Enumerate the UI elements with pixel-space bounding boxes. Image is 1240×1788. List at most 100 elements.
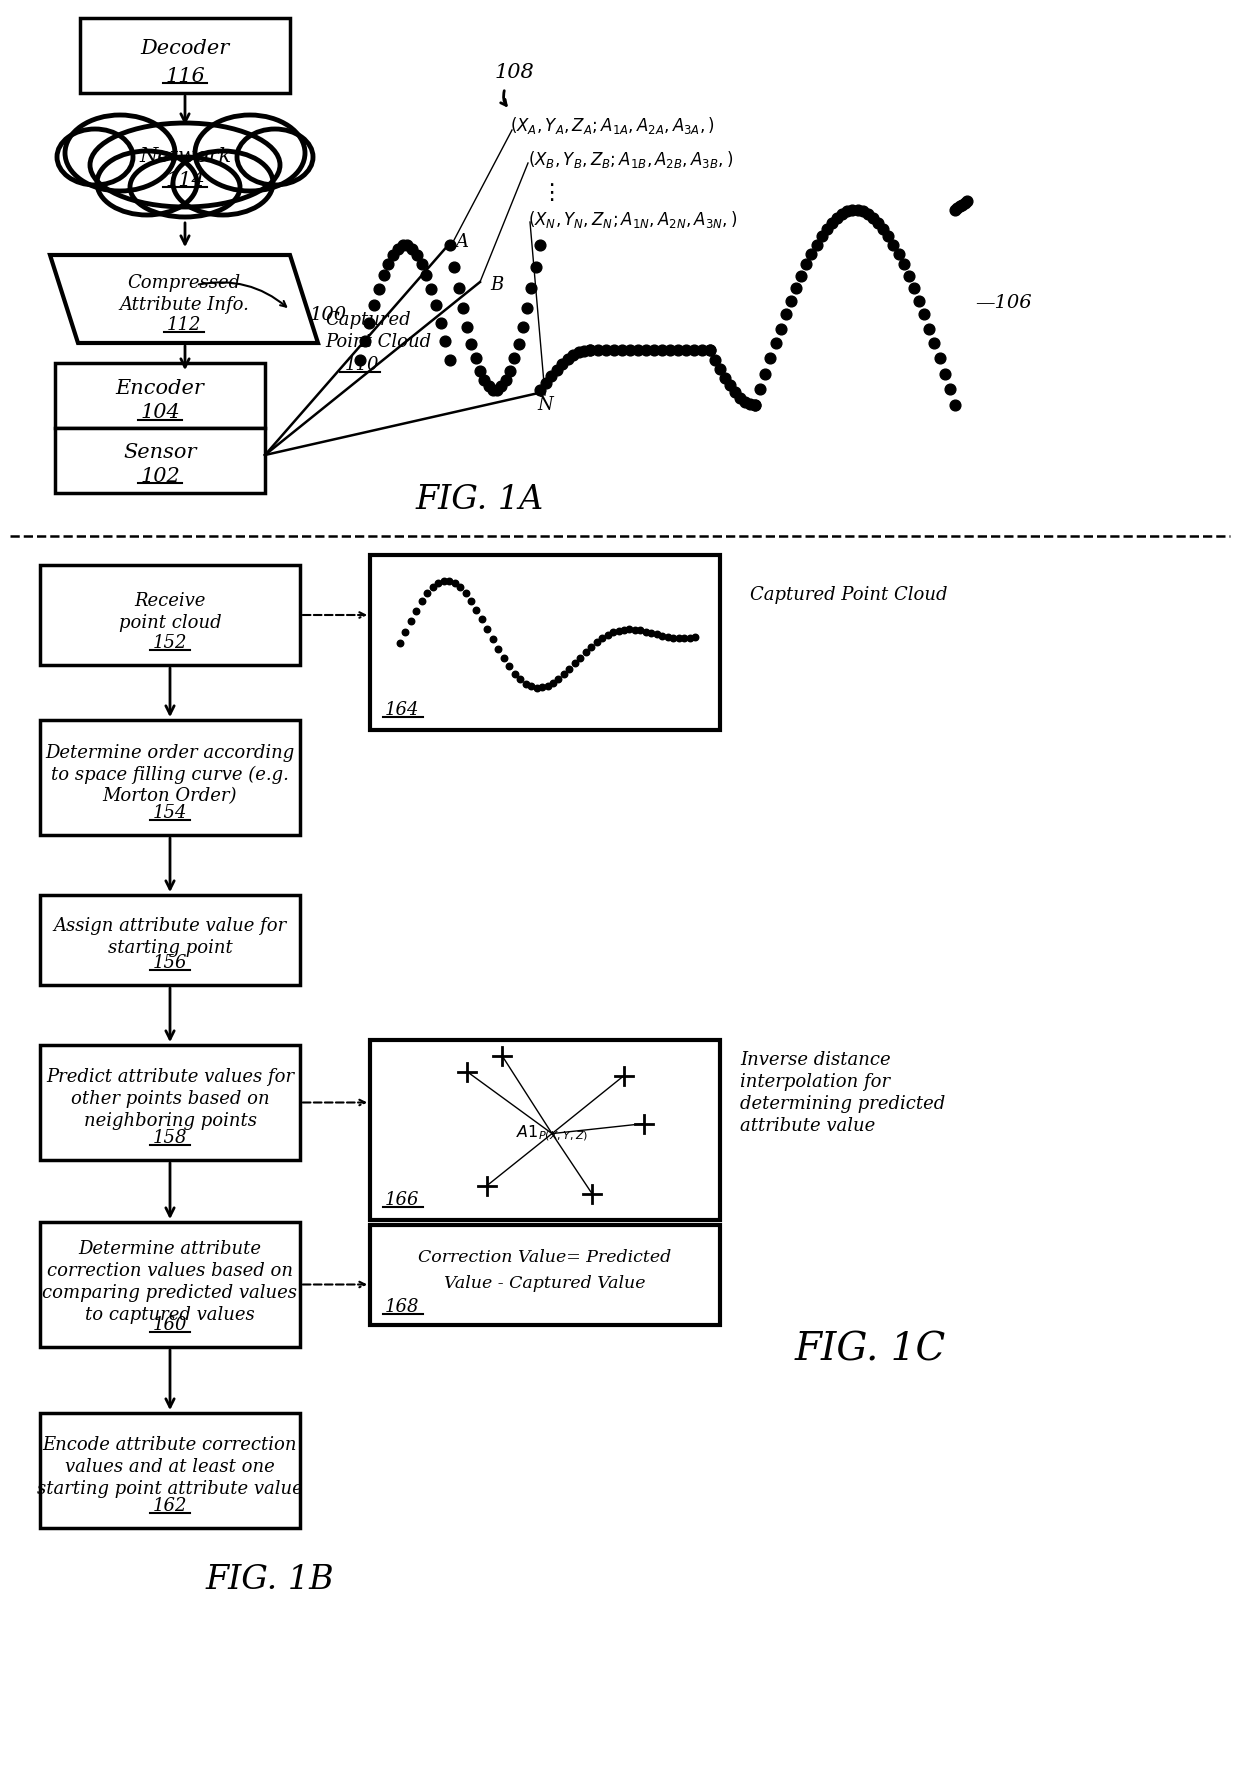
Point [899,261,919,290]
Point [842,197,862,225]
Point [817,215,837,243]
Point [786,274,806,302]
Ellipse shape [64,114,175,191]
Ellipse shape [195,114,305,191]
Point [407,597,427,626]
Point [776,300,796,329]
Text: Encoder: Encoder [115,379,205,399]
Point [580,336,600,365]
Point [952,190,972,218]
Point [827,204,847,232]
Point [423,572,443,601]
Point [652,336,672,365]
Point [878,222,898,250]
Point [449,274,469,302]
Text: $(X_B, Y_B, Z_B; A_{1B}, A_{2B}, A_{3B},)$: $(X_B, Y_B, Z_B; A_{1B}, A_{2B}, A_{3B},… [528,150,733,170]
Text: Attribute Info.: Attribute Info. [119,297,249,315]
Text: determining predicted: determining predicted [740,1094,945,1112]
Text: Assign attribute value for: Assign attribute value for [53,917,286,935]
Point [613,336,632,365]
Point [668,336,688,365]
Ellipse shape [174,150,273,215]
Point [435,327,455,356]
Point [822,209,842,238]
Point [580,336,600,365]
Point [660,336,680,365]
Point [559,654,579,683]
Point [536,368,556,397]
Point [508,329,528,358]
Text: 154: 154 [153,805,187,822]
Point [538,672,558,701]
Point [383,240,403,268]
Point [909,286,929,315]
Point [407,240,427,268]
Point [527,674,547,703]
Point [482,375,502,404]
Point [735,388,755,417]
Point [482,624,502,653]
Point [475,367,495,395]
Point [957,186,977,215]
Bar [40,1221,300,1346]
Text: Predict attribute values for: Predict attribute values for [46,1069,294,1087]
Point [360,308,379,336]
Text: comparing predicted values: comparing predicted values [42,1284,298,1302]
Point [858,200,878,229]
Point [636,617,656,645]
Point [439,567,459,595]
Point [692,336,712,365]
Point [373,261,393,290]
Bar [370,1225,720,1325]
Text: Decoder: Decoder [140,39,229,57]
Text: 164: 164 [384,701,419,719]
Point [684,622,704,651]
Point [755,359,775,388]
Point [863,204,883,232]
Point [652,622,672,651]
Point [904,274,924,302]
Bar [40,565,300,665]
Point [516,669,536,697]
Point [740,390,760,418]
Point [496,367,516,395]
Point [526,252,546,281]
Point [945,195,965,224]
Point [391,628,410,656]
Text: correction values based on: correction values based on [47,1262,293,1280]
Text: 156: 156 [153,955,187,973]
Point [500,653,520,681]
Point [668,624,688,653]
Bar [40,896,300,985]
Point [453,293,472,322]
Text: Morton Order): Morton Order) [103,787,237,806]
Point [644,336,663,365]
Ellipse shape [91,123,280,207]
Point [781,286,801,315]
Point [532,672,552,701]
Text: 108: 108 [495,63,534,82]
Point [657,622,677,651]
Point [796,250,816,279]
Point [412,586,432,615]
Text: point cloud: point cloud [119,613,221,631]
Text: N: N [537,395,553,415]
Text: FIG. 1C: FIG. 1C [795,1332,946,1368]
Point [543,669,563,697]
Point [832,200,852,229]
Text: to space filling curve (e.g.: to space filling curve (e.g. [51,765,289,783]
Text: Receive: Receive [134,592,206,610]
Point [558,345,578,374]
Point [853,197,873,225]
Point [609,617,629,645]
Point [450,574,470,603]
Point [461,329,481,358]
Point [745,392,765,420]
Point [350,345,370,374]
Point [517,293,537,322]
Point [745,392,765,420]
Text: starting point attribute value: starting point attribute value [37,1480,303,1498]
Point [587,628,606,656]
Point [547,356,567,384]
Point [430,308,450,336]
